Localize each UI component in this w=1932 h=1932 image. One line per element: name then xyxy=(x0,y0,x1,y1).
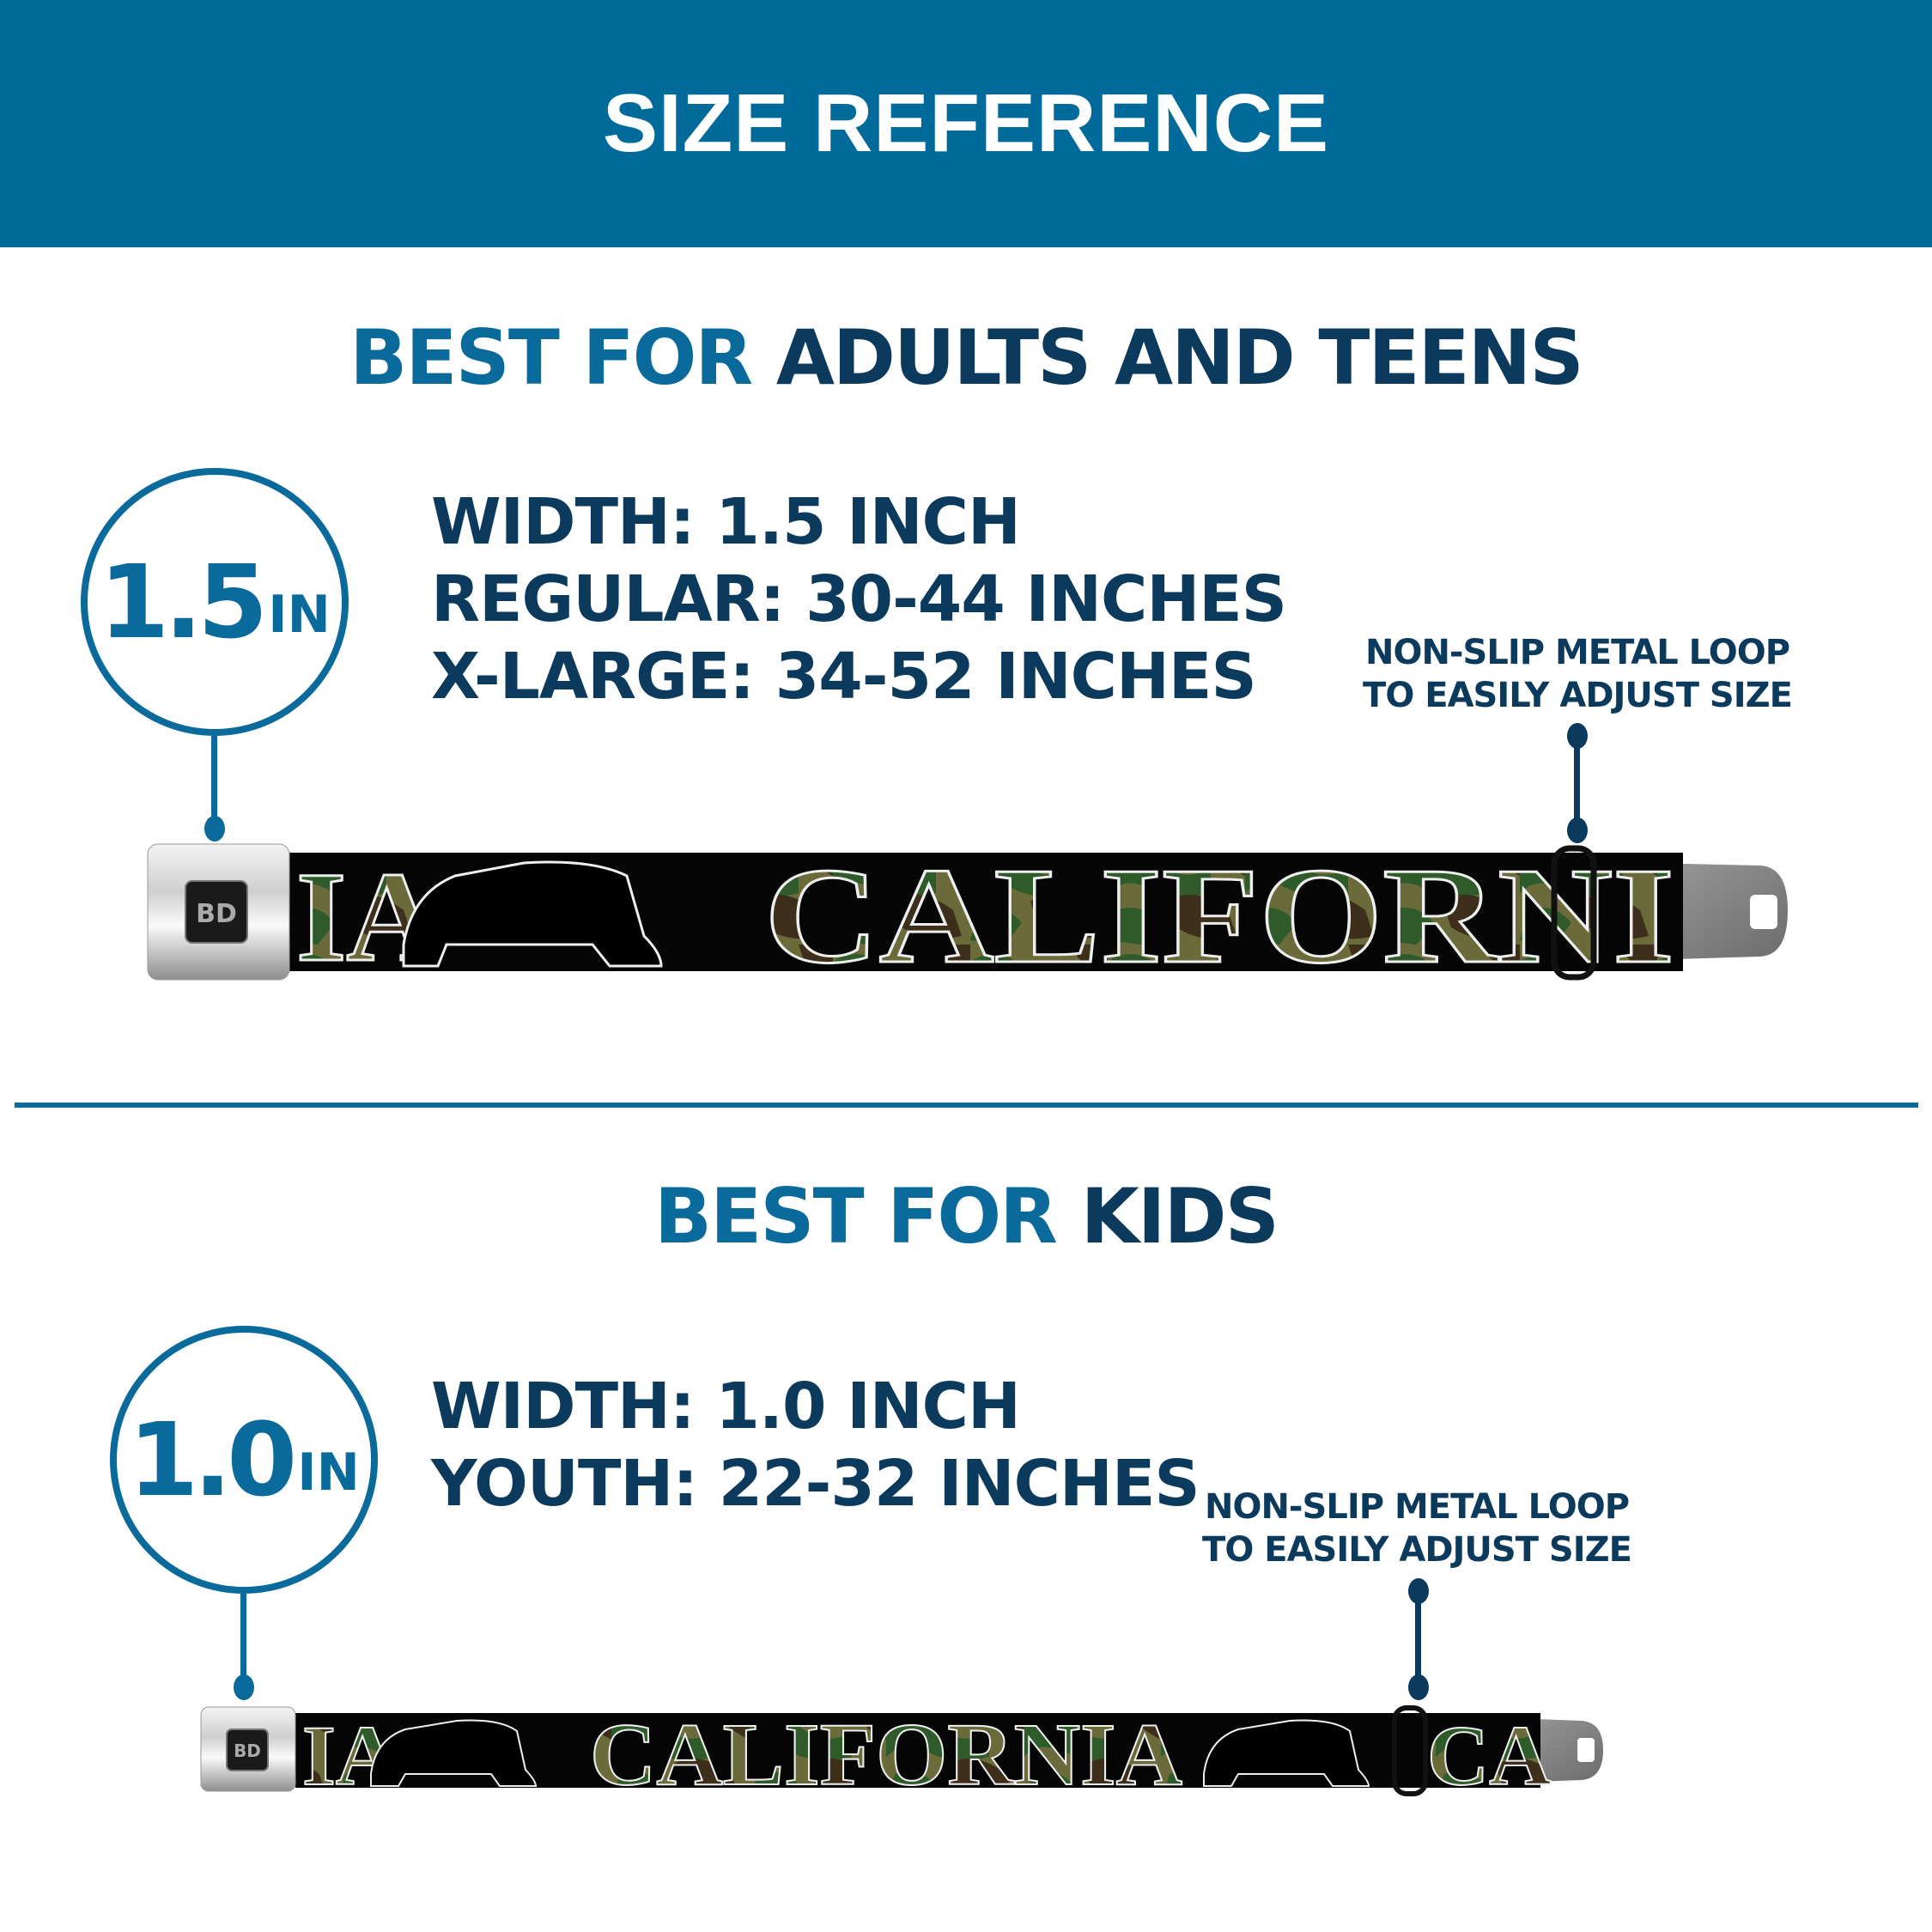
kids-specs: WIDTH: 1.0 INCH YOUTH: 22-32 INCHES xyxy=(431,1368,1200,1522)
section-divider xyxy=(15,1103,1918,1108)
width-badge-kids: 1.0 IN xyxy=(110,1326,378,1594)
note-line: NON-SLIP METAL LOOP xyxy=(1364,633,1790,672)
badge-connector-line xyxy=(211,736,217,822)
kids-loop-note: NON-SLIP METAL LOOP TO EASILY ADJUST SIZ… xyxy=(1176,1485,1657,1571)
belt-tip xyxy=(1649,863,1788,960)
bear-silhouette xyxy=(1203,1719,1370,1787)
loop-connector-line xyxy=(1415,1589,1421,1679)
width-badge-adults: 1.5 IN xyxy=(81,468,349,736)
badge-unit: IN xyxy=(297,1443,360,1503)
buckle-logo xyxy=(185,880,248,944)
badge-connector-line xyxy=(240,1594,246,1680)
belt-kids-image: IA CALIFORNIA CA BD xyxy=(200,1704,1603,1805)
buckle-logo xyxy=(226,1728,269,1771)
belt-print-text: CALIFORNI xyxy=(764,839,1674,992)
tip-hole xyxy=(1750,895,1777,929)
title-prefix: BEST FOR xyxy=(654,1172,1058,1261)
belt-print-text: CA xyxy=(1427,1708,1551,1803)
header-banner: SIZE REFERENCE xyxy=(0,0,1932,247)
adults-section-title: BEST FOR ADULTS AND TEENS xyxy=(0,313,1932,402)
buckle-logo-text: BD xyxy=(234,1741,261,1761)
connector-dot xyxy=(204,816,225,841)
adults-loop-note: NON-SLIP METAL LOOP TO EASILY ADJUST SIZ… xyxy=(1337,631,1818,717)
spec-regular: REGULAR: 30-44 INCHES xyxy=(431,562,1287,636)
metal-loop xyxy=(1392,1705,1428,1796)
belt-adults-image: IA CALIFORNI BD xyxy=(147,838,1788,993)
connector-dot xyxy=(1408,1674,1429,1700)
badge-value: 1.0 xyxy=(128,1400,297,1519)
spec-xlarge: X-LARGE: 34-52 INCHES xyxy=(431,640,1257,714)
connector-dot xyxy=(1567,817,1588,843)
belt-print-text: IA xyxy=(302,1708,398,1803)
buckle-logo-text: BD xyxy=(196,899,237,929)
spec-width: WIDTH: 1.5 INCH xyxy=(431,485,1021,559)
title-main: KIDS xyxy=(1080,1172,1279,1261)
loop-connector-line xyxy=(1574,734,1580,824)
belt-print-text: CALIFORNIA xyxy=(590,1705,1182,1804)
title-prefix: BEST FOR xyxy=(349,313,753,402)
badge-value: 1.5 xyxy=(99,543,268,661)
note-line: NON-SLIP METAL LOOP xyxy=(1204,1487,1630,1527)
spec-youth: YOUTH: 22-32 INCHES xyxy=(431,1447,1200,1521)
title-main: ADULTS AND TEENS xyxy=(775,313,1584,402)
metal-loop xyxy=(1551,845,1597,981)
adults-specs: WIDTH: 1.5 INCH REGULAR: 30-44 INCHES X-… xyxy=(431,483,1287,715)
connector-dot xyxy=(234,1674,254,1700)
tip-hole xyxy=(1577,1738,1595,1762)
note-line: TO EASILY ADJUST SIZE xyxy=(1363,676,1793,715)
bear-silhouette xyxy=(402,860,663,968)
bear-silhouette xyxy=(370,1719,538,1787)
kids-section-title: BEST FOR KIDS xyxy=(0,1172,1932,1261)
page-title: SIZE REFERENCE xyxy=(602,77,1330,169)
spec-width: WIDTH: 1.0 INCH xyxy=(431,1370,1021,1443)
badge-unit: IN xyxy=(268,585,331,645)
note-line: TO EASILY ADJUST SIZE xyxy=(1202,1530,1632,1570)
